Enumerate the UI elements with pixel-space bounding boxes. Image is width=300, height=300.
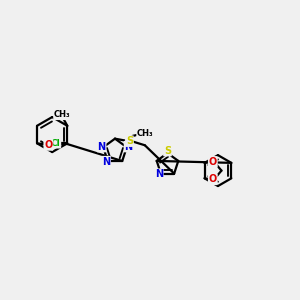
Text: CH₃: CH₃ [54, 110, 70, 119]
Text: N: N [124, 142, 133, 152]
Text: O: O [44, 140, 52, 150]
Text: CH₃: CH₃ [137, 129, 154, 138]
Text: Cl: Cl [51, 139, 61, 148]
Text: N: N [102, 157, 110, 166]
Text: N: N [98, 142, 106, 152]
Text: O: O [209, 174, 217, 184]
Text: S: S [126, 136, 133, 146]
Text: N: N [155, 169, 163, 179]
Text: O: O [209, 157, 217, 167]
Text: S: S [164, 146, 171, 156]
